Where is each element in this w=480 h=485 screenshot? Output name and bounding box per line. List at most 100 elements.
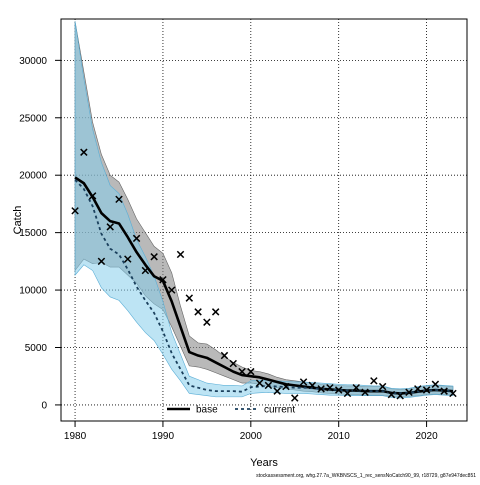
observed-mark-b [203,318,211,326]
x-axis-title: Years [250,457,278,469]
observed-mark-b [176,250,185,259]
observed-catch-point-2022 [440,387,448,395]
observed-catch-point-2002 [264,381,273,390]
observed-mark-b [220,351,229,360]
observed-mark-b [150,253,158,261]
observed-catch-point-1985 [115,195,123,204]
observed-catch-point-1989 [150,253,158,261]
observed-catch-point-1998 [229,359,237,368]
observed-mark-b [106,223,114,231]
observed-catch-point-1980 [71,207,79,215]
observed-mark-b [185,294,194,302]
observed-catch-point-1997 [220,351,229,360]
y-tick-label-5000: 5000 [25,343,48,354]
observed-catch-point-2015 [378,382,387,391]
observed-mark-b [71,207,79,215]
observed-catch-point-1999 [238,367,246,376]
observed-catch-point-2013 [361,388,369,397]
observed-mark-b [229,359,237,368]
observed-mark-b [352,383,361,392]
axis-layer: 1980 1990 2000 2010 2020 0 5000 10000 15000 20000… [19,56,438,442]
x-tick-label-2000: 2000 [240,431,263,442]
x-tick-label-2010: 2010 [328,431,351,442]
observed-mark-b [167,286,176,294]
observed-catch-point-1981 [80,148,88,156]
observed-catch-point-2005 [291,394,299,402]
observed-mark-b [414,385,422,393]
observed-mark-b [194,308,202,316]
observed-mark-b [361,388,369,397]
observed-catch-point-2014 [370,377,378,385]
observed-mark-b [291,394,299,402]
observed-catch-point-1984 [106,223,114,231]
observed-catch-point-1987 [132,234,141,243]
observed-mark-b [326,383,334,392]
observed-mark-b [97,257,106,266]
observed-mark-b [308,381,317,390]
observed-mark-b [247,367,255,376]
observed-catch-point-1993 [185,294,194,302]
observed-catch-point-1986 [124,255,132,263]
observed-catch-point-2008 [317,385,325,393]
observed-catch-point-2000 [247,367,255,376]
observed-mark-b [343,389,352,398]
observed-catch-point-1990 [159,275,167,284]
observed-mark-b [255,379,264,387]
observed-mark-b [80,148,88,156]
observed-mark-b [132,234,141,243]
observed-catch-point-1995 [203,318,211,326]
observed-catch-point-1994 [194,308,202,316]
observed-catch-point-1988 [141,266,150,275]
x-tick-label-1980: 1980 [64,431,87,442]
y-tick-label-25000: 25000 [19,113,47,124]
observed-catch-point-1991 [167,286,176,294]
observed-mark-b [141,266,150,275]
observed-catch-point-2016 [387,390,396,399]
band-layer [74,21,454,399]
y-tick-label-15000: 15000 [19,228,47,239]
observed-mark-b [282,382,290,391]
observed-catch-point-2006 [299,378,308,386]
observed-catch-point-2004 [282,382,290,391]
observed-mark-b [264,381,273,390]
observed-mark-b [238,367,246,376]
observed-catch-point-2010 [334,386,343,394]
current-confidence-band [74,21,454,399]
observed-catch-point-2023 [449,389,457,398]
observed-catch-point-2003 [273,387,281,395]
y-tick-label-30000: 30000 [19,56,47,67]
observed-catch-point-2018 [405,388,413,397]
observed-mark-b [449,389,457,398]
observed-catch-point-1983 [97,257,106,266]
observed-mark-b [159,275,167,284]
observed-mark-b [440,387,448,395]
x-tick-label-1990: 1990 [152,431,175,442]
observed-catch-point-1982 [88,192,97,200]
legend-label-current: current [264,405,295,416]
observed-catch-point-2011 [343,389,352,398]
observed-mark-b [431,380,440,388]
observed-mark-b [299,378,308,386]
observed-catch-point-1996 [211,308,220,316]
y-axis-title: Catch [12,206,24,235]
observed-mark-b [211,308,220,316]
observed-mark-b [378,382,387,391]
observed-mark-b [405,388,413,397]
observed-catch-point-1992 [176,250,185,259]
observed-catch-point-2007 [308,381,317,390]
legend: base current [167,405,295,416]
observed-catch-point-2021 [431,380,440,388]
observed-mark-b [317,385,325,393]
point-layer [71,148,457,402]
observed-mark-b [334,386,343,394]
observed-mark-b [396,392,404,400]
observed-catch-point-2001 [255,379,264,387]
observed-mark-b [387,390,396,399]
observed-catch-point-2017 [396,392,404,400]
observed-mark-b [370,377,378,385]
observed-mark-b [422,386,431,394]
footnote: stockassessment.org, whg.27.7a_WKBNSCS_1… [256,473,476,479]
